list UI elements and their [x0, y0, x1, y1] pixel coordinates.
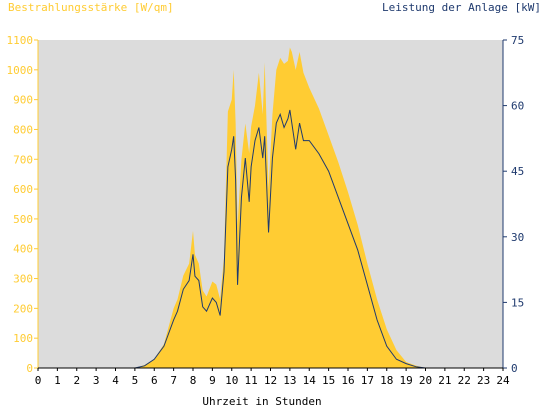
- x-axis-title: Uhrzeit in Stunden: [202, 395, 321, 408]
- x-tick-label: 3: [93, 374, 100, 387]
- y-left-tick-label: 0: [26, 362, 33, 375]
- y-left-tick-label: 1100: [7, 34, 34, 47]
- y-right-axis-title: Leistung der Anlage [kW]: [382, 1, 541, 14]
- y-left-axis-title: Bestrahlungsstärke [W/qm]: [8, 1, 174, 14]
- y-left-tick-label: 600: [13, 183, 33, 196]
- power-line: [38, 109, 503, 369]
- x-tick-label: 4: [112, 374, 119, 387]
- x-tick-label: 24: [496, 374, 510, 387]
- y-left-tick-label: 800: [13, 123, 33, 136]
- x-tick-label: 10: [225, 374, 238, 387]
- y-left-tick-label: 300: [13, 273, 33, 286]
- x-tick-label: 20: [419, 374, 432, 387]
- y-right-tick-label: 75: [511, 34, 524, 47]
- x-tick-label: 21: [438, 374, 451, 387]
- x-tick-label: 16: [341, 374, 354, 387]
- y-right-tick-label: 60: [511, 100, 524, 113]
- y-left-tick-label: 900: [13, 94, 33, 107]
- x-tick-label: 12: [264, 374, 277, 387]
- x-tick-label: 23: [477, 374, 490, 387]
- x-tick-label: 1: [54, 374, 61, 387]
- x-tick-label: 5: [132, 374, 139, 387]
- y-left-tick-label: 1000: [7, 64, 34, 77]
- y-left-tick-label: 100: [13, 332, 33, 345]
- x-tick-label: 19: [400, 374, 413, 387]
- x-tick-label: 9: [209, 374, 216, 387]
- x-tick-label: 13: [283, 374, 296, 387]
- x-tick-label: 8: [190, 374, 197, 387]
- y-right-tick-label: 45: [511, 165, 524, 178]
- x-tick-label: 18: [380, 374, 393, 387]
- x-tick-label: 7: [170, 374, 177, 387]
- y-left-tick-label: 400: [13, 243, 33, 256]
- x-tick-label: 2: [73, 374, 80, 387]
- y-left-tick-label: 700: [13, 153, 33, 166]
- x-tick-label: 11: [245, 374, 258, 387]
- irradiance-area: [38, 47, 503, 368]
- x-tick-label: 22: [458, 374, 471, 387]
- x-tick-label: 17: [361, 374, 374, 387]
- x-tick-label: 14: [303, 374, 317, 387]
- x-tick-label: 15: [322, 374, 335, 387]
- y-left-tick-label: 200: [13, 302, 33, 315]
- tick-group: 0100200300400500600700800900100011000153…: [7, 34, 525, 387]
- y-right-tick-label: 15: [511, 296, 524, 309]
- y-right-tick-label: 0: [511, 362, 518, 375]
- x-tick-label: 0: [35, 374, 42, 387]
- x-tick-label: 6: [151, 374, 158, 387]
- y-left-tick-label: 500: [13, 213, 33, 226]
- y-right-tick-label: 30: [511, 231, 524, 244]
